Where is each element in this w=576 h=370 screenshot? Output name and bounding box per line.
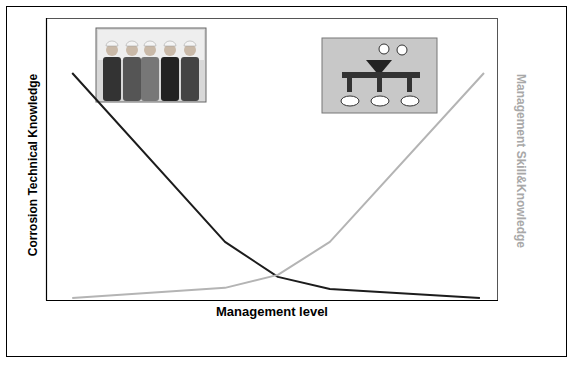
background (0, 0, 576, 370)
photo-people (96, 28, 206, 102)
series-line (72, 73, 480, 298)
chart: Management level Corrosion Technical Know… (0, 0, 576, 370)
y-axis-label: Corrosion Technical Knowledge (26, 73, 40, 256)
y2-axis-label: Management Skill&Knowledge (514, 74, 528, 248)
outer-border (7, 7, 567, 357)
icon-pipeline (322, 38, 437, 113)
x-axis-line (46, 300, 498, 301)
x-axis-label: Management level (216, 304, 328, 319)
y-axis-line (46, 18, 47, 301)
plot-frame (47, 19, 498, 301)
series-group (72, 73, 484, 298)
series-line (72, 73, 484, 298)
